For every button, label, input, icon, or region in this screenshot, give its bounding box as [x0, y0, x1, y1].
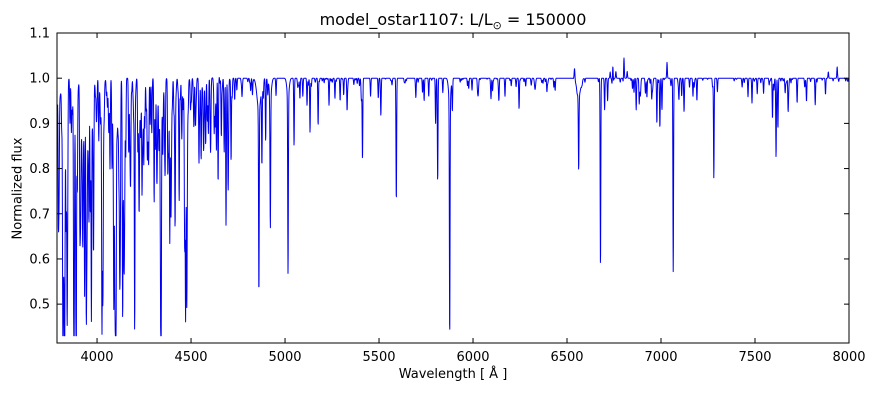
y-tick-label: 1.0 — [29, 72, 50, 87]
x-tick-label: 5000 — [268, 350, 301, 365]
plot-title-prefix: model_ostar1107: L/L — [319, 10, 493, 29]
y-tick-label: 0.9 — [29, 117, 50, 132]
x-tick-label: 6000 — [456, 350, 489, 365]
plot-title: model_ostar1107: L/L⊙ = 150000 — [57, 10, 849, 36]
x-tick-label: 5500 — [362, 350, 395, 365]
y-tick-label: 0.8 — [29, 162, 50, 177]
spectrum-line — [56, 57, 850, 337]
sun-symbol: ⊙ — [492, 19, 502, 33]
x-tick-label: 7500 — [738, 350, 771, 365]
axes-frame — [56, 32, 850, 344]
x-tick-label: 4000 — [80, 350, 113, 365]
y-tick-label: 1.1 — [29, 27, 50, 42]
x-axis-label: Wavelength [ Å ] — [398, 367, 508, 382]
plot-title-suffix: = 150000 — [501, 10, 587, 29]
axis-tick-labels: 4000 4500 5000 5500 6000 6500 7000 7500 8000 0.5 0… — [29, 27, 865, 366]
y-tick-label: 0.7 — [29, 207, 50, 222]
axis-ticks — [57, 32, 850, 343]
y-tick-label: 0.6 — [29, 252, 50, 267]
x-tick-label: 7000 — [644, 350, 677, 365]
x-tick-label: 8000 — [832, 350, 865, 365]
y-tick-label: 0.5 — [29, 298, 50, 313]
x-tick-label: 4500 — [174, 350, 207, 365]
x-tick-label: 6500 — [550, 350, 583, 365]
